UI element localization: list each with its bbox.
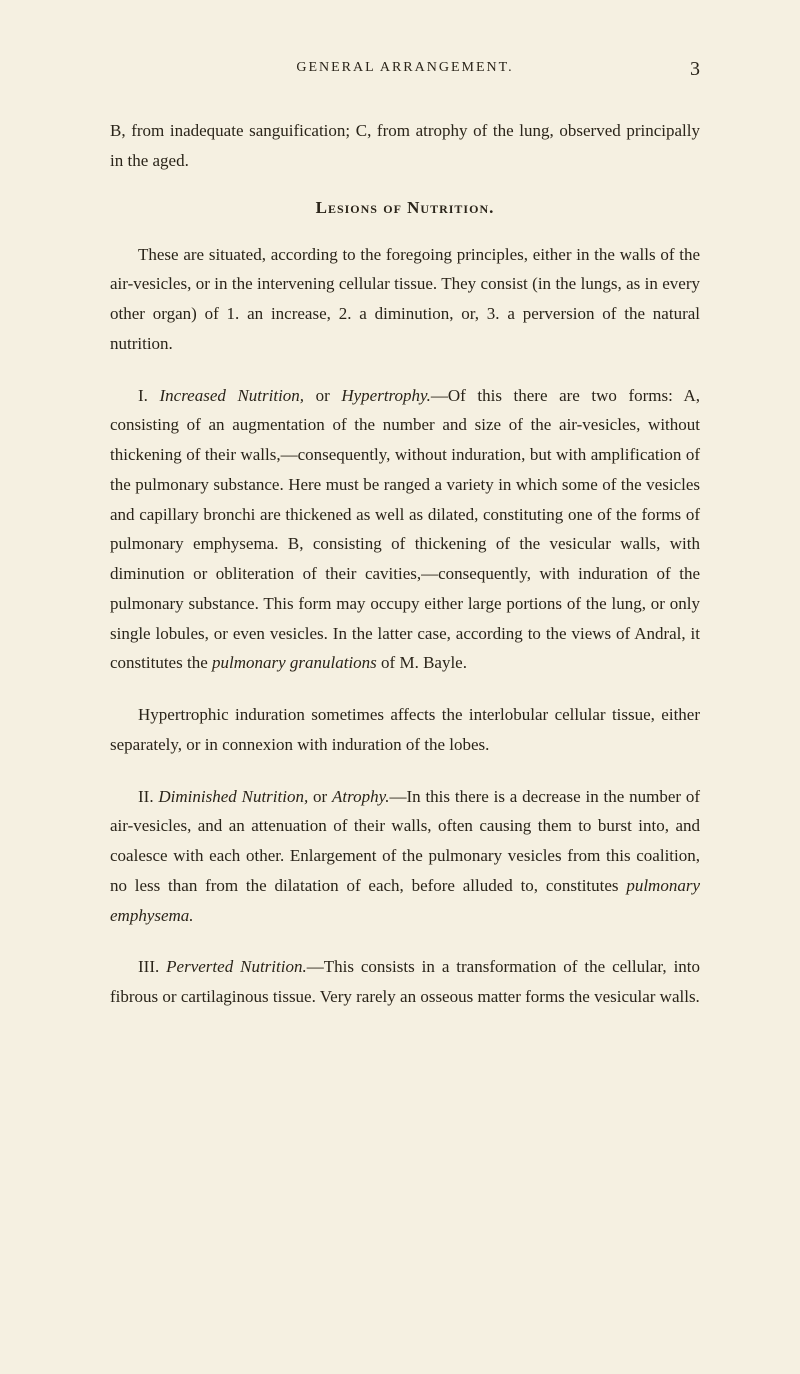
item-label-3: III.	[138, 957, 166, 976]
item-label-1: I.	[138, 386, 159, 405]
paragraph-4: Hypertrophic induration sometimes affect…	[110, 700, 700, 760]
italic-pulmonary-granulations: pulmonary granulations	[212, 653, 377, 672]
para3-body: —Of this there are two forms: A, consist…	[110, 386, 700, 673]
italic-increased-nutrition: Increased Nutrition,	[159, 386, 304, 405]
section-heading-lesions: Lesions of Nutrition.	[110, 198, 700, 218]
italic-atrophy: Atrophy.	[332, 787, 389, 806]
text-or-2: or	[308, 787, 332, 806]
paragraph-intro: B, from inadequate sanguification; C, fr…	[110, 116, 700, 176]
page-number: 3	[690, 58, 700, 81]
italic-hypertrophy: Hypertrophy.	[341, 386, 431, 405]
item-label-2: II.	[138, 787, 158, 806]
italic-perverted-nutrition: Perverted Nutrition.	[166, 957, 307, 976]
running-title: GENERAL ARRANGEMENT.	[110, 60, 700, 76]
para3-end: of M. Bayle.	[377, 653, 467, 672]
paragraph-2: These are situated, according to the for…	[110, 240, 700, 359]
paragraph-5: II. Diminished Nutrition, or Atrophy.—In…	[110, 782, 700, 931]
text-or-1: or	[304, 386, 341, 405]
page-header: GENERAL ARRANGEMENT. 3	[110, 60, 700, 76]
paragraph-6: III. Perverted Nutrition.—This consists …	[110, 952, 700, 1012]
paragraph-3: I. Increased Nutrition, or Hypertrophy.—…	[110, 381, 700, 679]
italic-diminished-nutrition: Diminished Nutrition,	[158, 787, 308, 806]
